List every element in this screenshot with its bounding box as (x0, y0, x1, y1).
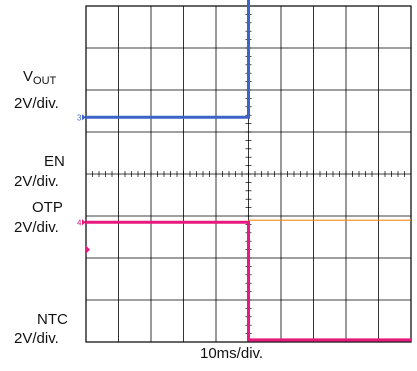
vout-label-sub: OUT (33, 75, 57, 87)
vout-scale: 2V/div. (14, 95, 59, 112)
en-label: EN (44, 153, 65, 170)
otp-scale: 2V/div. (14, 219, 59, 236)
traces (86, 0, 411, 342)
marker-arrow-ntc (82, 219, 86, 226)
vout-label: VOUT (23, 68, 56, 90)
vout-label-main: V (23, 68, 34, 85)
ntc-label: NTC (37, 311, 68, 328)
otp-label: OTP (32, 199, 63, 216)
trigger-arrow (86, 245, 90, 254)
ntc-scale: 2V/div. (14, 330, 59, 347)
marker-arrow-otp (82, 114, 86, 121)
marker-otp: 3 (77, 113, 82, 122)
trace-ntc (86, 220, 411, 342)
channel-markers: 1234 (77, 113, 90, 254)
marker-ntc: 4 (77, 218, 82, 227)
en-scale: 2V/div. (14, 173, 59, 190)
time-scale-label: 10ms/div. (200, 345, 264, 362)
trace-otp (86, 0, 250, 119)
